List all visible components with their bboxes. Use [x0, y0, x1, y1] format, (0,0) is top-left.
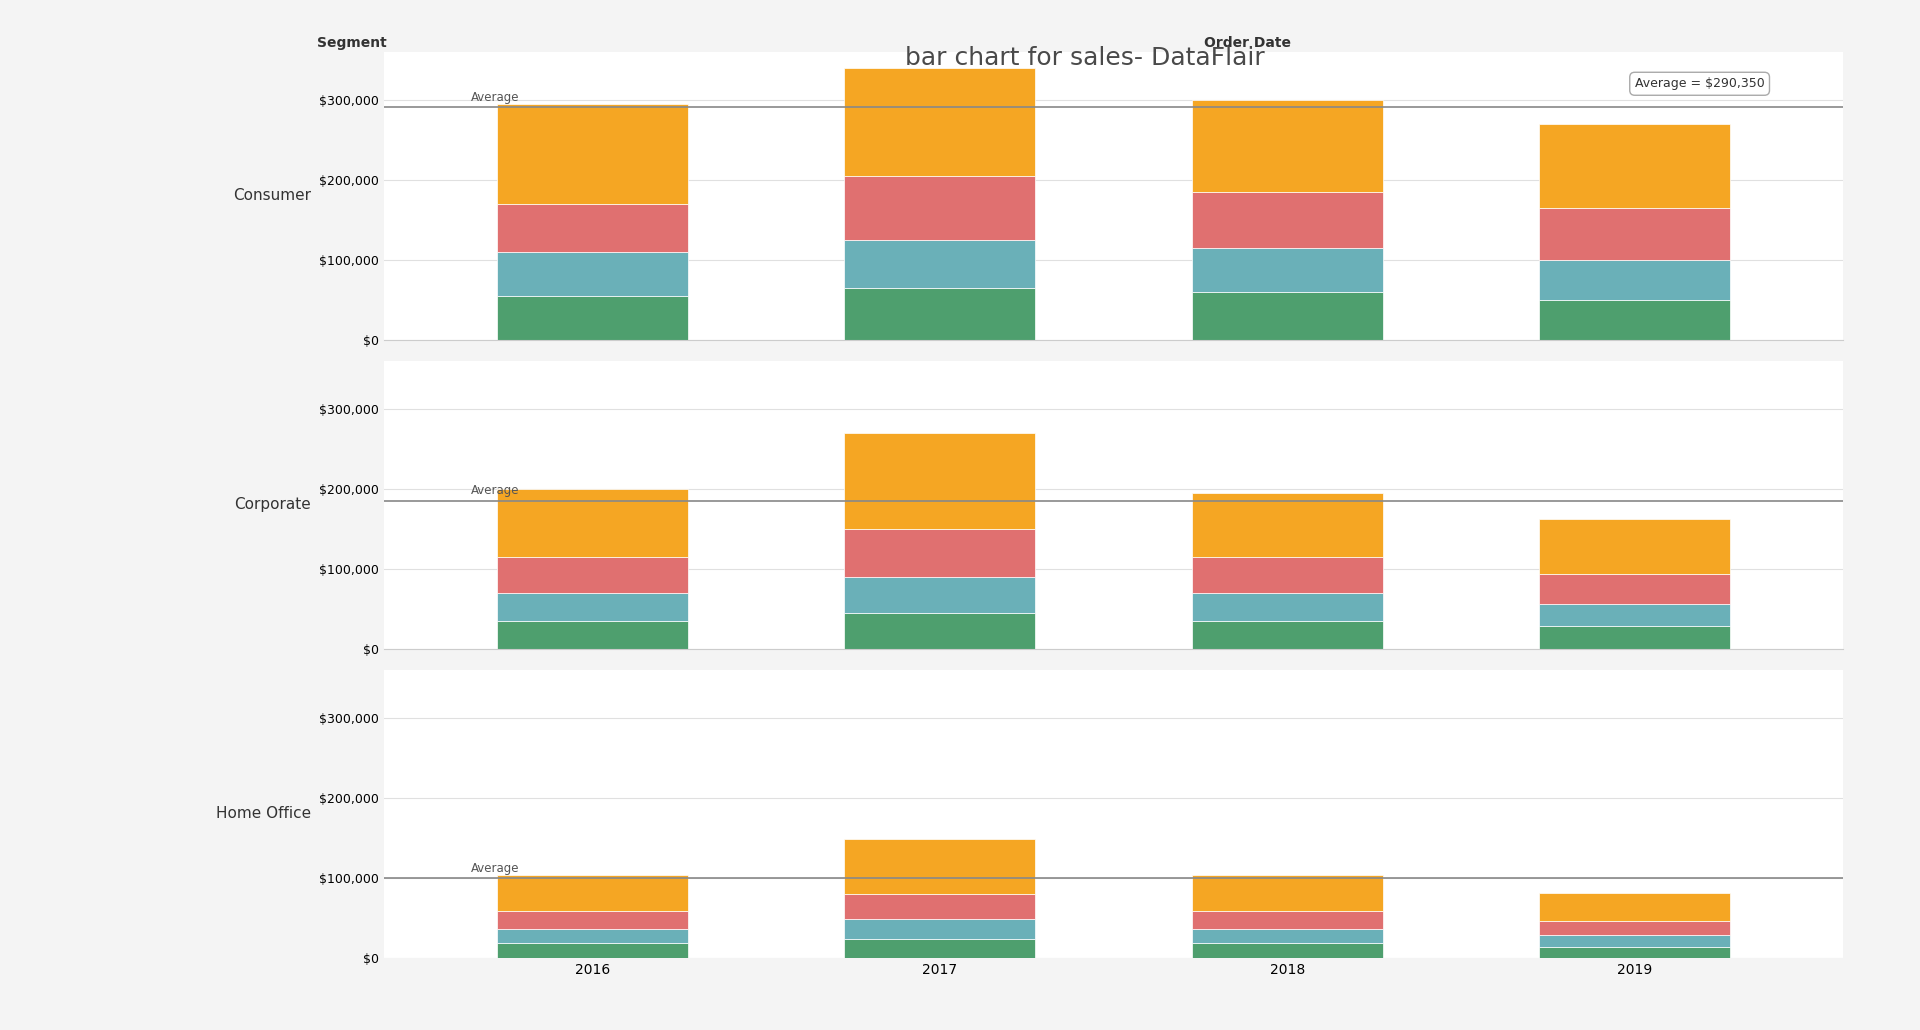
Bar [1192, 248, 1382, 291]
Bar [1192, 912, 1382, 929]
Text: Average: Average [470, 861, 518, 874]
Text: Order Date: Order Date [1204, 36, 1292, 50]
Bar [497, 593, 687, 621]
Bar [1540, 208, 1730, 260]
Bar [497, 296, 687, 340]
Bar [845, 920, 1035, 938]
Bar [845, 433, 1035, 528]
Bar [497, 251, 687, 296]
Bar [1540, 260, 1730, 300]
Bar [497, 557, 687, 593]
Text: Average: Average [470, 484, 518, 497]
Bar [1192, 943, 1382, 958]
Bar [497, 929, 687, 943]
Bar [845, 68, 1035, 176]
Bar [497, 204, 687, 251]
Bar [845, 613, 1035, 649]
Bar [1540, 935, 1730, 947]
Bar [845, 287, 1035, 340]
Bar [497, 104, 687, 204]
Bar [1192, 100, 1382, 192]
Bar [1540, 300, 1730, 340]
Bar [1540, 604, 1730, 626]
Bar [497, 621, 687, 649]
Bar [1540, 519, 1730, 574]
Text: Average: Average [470, 91, 518, 104]
Bar [497, 943, 687, 958]
Text: bar chart for sales- DataFlair: bar chart for sales- DataFlair [904, 46, 1265, 70]
Bar [845, 938, 1035, 958]
Bar [1192, 621, 1382, 649]
Bar [845, 240, 1035, 287]
Bar [1192, 492, 1382, 557]
Bar [845, 577, 1035, 613]
Bar [1192, 929, 1382, 943]
Bar [845, 839, 1035, 894]
Bar [1192, 593, 1382, 621]
Bar [1192, 192, 1382, 248]
Bar [1540, 574, 1730, 604]
Bar [845, 176, 1035, 240]
Text: Segment: Segment [317, 36, 386, 50]
Bar [1540, 893, 1730, 921]
Bar [497, 912, 687, 929]
Bar [1192, 291, 1382, 340]
Bar [1540, 947, 1730, 958]
Bar [1540, 124, 1730, 208]
Bar [497, 488, 687, 557]
Bar [845, 528, 1035, 577]
Bar [1540, 626, 1730, 649]
Text: Average = $290,350: Average = $290,350 [1634, 77, 1764, 91]
Text: Home Office: Home Office [215, 806, 311, 821]
Bar [1540, 921, 1730, 935]
Bar [497, 876, 687, 912]
Bar [845, 894, 1035, 920]
Text: Consumer: Consumer [232, 188, 311, 203]
Bar [1192, 557, 1382, 593]
Text: Corporate: Corporate [234, 497, 311, 512]
Bar [1192, 876, 1382, 912]
